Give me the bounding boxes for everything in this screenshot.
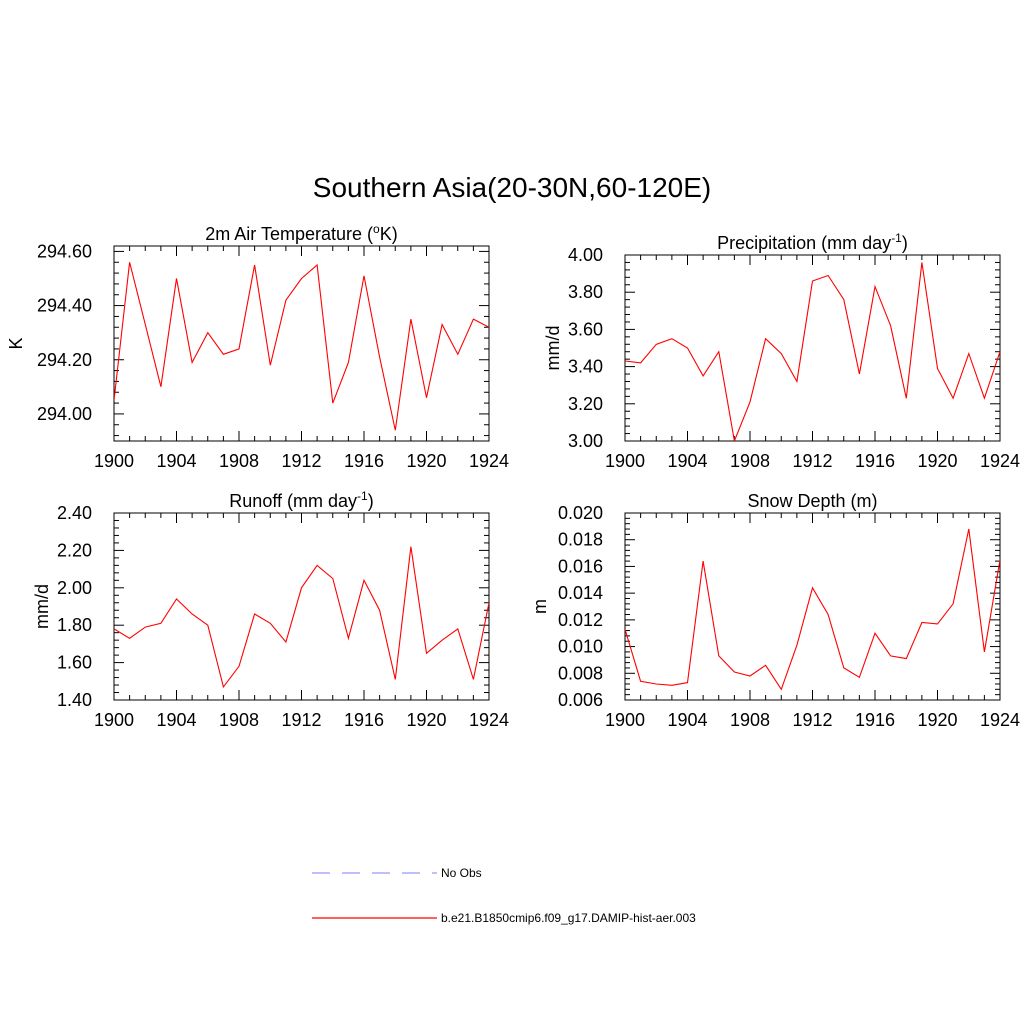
x-tick-label: 1916 — [855, 451, 895, 471]
y-axis-label: m — [530, 599, 550, 614]
x-tick-label: 1904 — [156, 710, 196, 730]
y-tick-label: 0.020 — [558, 503, 603, 523]
panel-title-main: Runoff (mm day — [229, 491, 357, 511]
y-tick-label: 0.016 — [558, 556, 603, 576]
x-tick-label: 1904 — [156, 451, 196, 471]
x-tick-label: 1904 — [667, 710, 707, 730]
x-tick-label: 1920 — [917, 451, 957, 471]
x-tick-label: 1900 — [94, 451, 134, 471]
series-line-1 — [114, 546, 489, 689]
y-tick-label: 1.60 — [57, 653, 92, 673]
x-tick-label: 1920 — [406, 710, 446, 730]
panel-title-main: Snow Depth (m) — [747, 491, 877, 511]
x-tick-label: 1924 — [469, 710, 509, 730]
y-tick-label: 3.20 — [568, 394, 603, 414]
x-tick-label: 1904 — [667, 451, 707, 471]
y-tick-label: 1.40 — [57, 690, 92, 710]
y-tick-label: 0.014 — [558, 583, 603, 603]
x-tick-label: 1908 — [219, 451, 259, 471]
y-tick-label: 4.00 — [568, 245, 603, 265]
x-tick-label: 1912 — [792, 451, 832, 471]
series-line-1 — [114, 262, 489, 431]
panel-title: Runoff (mm day-1) — [229, 489, 373, 511]
panel-title-main: Precipitation (mm day — [717, 233, 891, 253]
y-tick-label: 1.80 — [57, 615, 92, 635]
panel-title-end: ) — [902, 233, 908, 253]
x-tick-label: 1900 — [605, 710, 645, 730]
x-tick-label: 1920 — [406, 451, 446, 471]
x-tick-label: 1920 — [917, 710, 957, 730]
x-tick-label: 1908 — [730, 451, 770, 471]
y-tick-label: 3.00 — [568, 431, 603, 451]
y-tick-label: 294.20 — [37, 350, 92, 370]
x-tick-label: 1916 — [344, 451, 384, 471]
x-tick-label: 1924 — [980, 451, 1020, 471]
panel-title: 2m Air Temperature (oK) — [205, 222, 397, 244]
panel-1: 2m Air Temperature (oK) K 1900 1904 1908 1912… — [6, 222, 509, 471]
panel-title: Snow Depth (m) — [747, 491, 877, 511]
x-tick-label: 1908 — [730, 710, 770, 730]
y-tick-label: 294.00 — [37, 404, 92, 424]
y-tick-label: 3.60 — [568, 319, 603, 339]
x-tick-label: 1900 — [94, 710, 134, 730]
y-tick-label: 0.008 — [558, 663, 603, 683]
series-line-1 — [625, 262, 1000, 441]
panel-title-sup: -1 — [357, 489, 368, 503]
y-tick-label: 0.010 — [558, 637, 603, 657]
x-tick-label: 1924 — [980, 710, 1020, 730]
panel-4: Snow Depth (m) m 1900 1904 1908 1912 1916 1920 1… — [530, 491, 1020, 730]
panel-title: Precipitation (mm day-1) — [717, 231, 908, 253]
y-tick-label: 2.20 — [57, 540, 92, 560]
x-tick-label: 1912 — [281, 710, 321, 730]
x-tick-label: 1916 — [855, 710, 895, 730]
x-tick-label: 1900 — [605, 451, 645, 471]
y-axis-label: mm/d — [543, 326, 563, 371]
x-tick-label: 1924 — [469, 451, 509, 471]
legend-label-2: b.e21.B1850cmip6.f09_g17.DAMIP-hist-aer.… — [441, 911, 696, 925]
y-tick-label: 2.40 — [57, 503, 92, 523]
panel-3: Runoff (mm day-1) mm/d 1900 1904 1908 1912 191… — [32, 489, 509, 730]
legend: No Obs b.e21.B1850cmip6.f09_g17.DAMIP-his… — [312, 866, 696, 925]
x-tick-label: 1908 — [219, 710, 259, 730]
panel-title-end: ) — [368, 491, 374, 511]
panel-title-end: K) — [380, 224, 398, 244]
y-axis-label: K — [6, 337, 26, 349]
figure-title: Southern Asia(20-30N,60-120E) — [312, 172, 712, 203]
x-tick-label: 1912 — [792, 710, 832, 730]
y-tick-label: 3.80 — [568, 282, 603, 302]
x-tick-label: 1916 — [344, 710, 384, 730]
y-tick-label: 0.018 — [558, 530, 603, 550]
series-line-1 — [625, 528, 1000, 691]
plot-frame — [113, 245, 490, 442]
y-axis-label: mm/d — [32, 584, 52, 629]
y-tick-label: 294.40 — [37, 296, 92, 316]
panel-title-sup: o — [373, 222, 380, 236]
panel-title-sup: -1 — [891, 231, 902, 245]
panel-2: Precipitation (mm day-1) mm/d 1900 1904 1908… — [543, 231, 1020, 471]
x-tick-label: 1912 — [281, 451, 321, 471]
panel-title-main: 2m Air Temperature ( — [205, 224, 373, 244]
plot-frame — [113, 512, 490, 701]
y-tick-label: 0.012 — [558, 610, 603, 630]
plot-frame — [624, 512, 1001, 701]
y-tick-label: 2.00 — [57, 578, 92, 598]
legend-label-1: No Obs — [441, 866, 482, 880]
y-tick-label: 294.60 — [37, 241, 92, 261]
y-tick-label: 0.006 — [558, 690, 603, 710]
y-tick-label: 3.40 — [568, 357, 603, 377]
